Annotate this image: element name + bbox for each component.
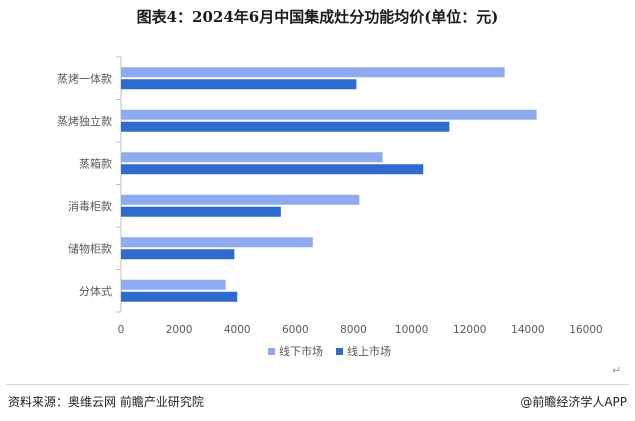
category-label: 分体式 xyxy=(79,284,112,298)
bar-online xyxy=(121,292,237,302)
category-label: 蒸烤独立款 xyxy=(57,114,112,128)
x-tick-label: 14000 xyxy=(511,324,544,336)
source-divider xyxy=(6,384,629,385)
category-label: 蒸烤一体款 xyxy=(57,71,112,85)
x-tick-label: 6000 xyxy=(282,324,309,336)
bar-offline xyxy=(121,67,505,77)
bar-online xyxy=(121,249,234,259)
category-label: 蒸箱款 xyxy=(79,156,112,170)
bar-offline xyxy=(121,237,313,247)
bar-offline xyxy=(121,152,383,162)
category-label: 消毒柜款 xyxy=(68,199,112,213)
bar-online xyxy=(121,207,281,217)
x-tick-label: 10000 xyxy=(395,324,428,336)
x-tick-label: 12000 xyxy=(453,324,486,336)
x-tick-label: 2000 xyxy=(166,324,193,336)
legend-label: 线下市场 xyxy=(279,344,323,358)
bar-offline xyxy=(121,280,226,290)
x-tick-label: 16000 xyxy=(569,324,602,336)
bar-online xyxy=(121,122,449,132)
credit-note: @前瞻经济学人APP xyxy=(520,393,627,410)
bar-offline xyxy=(121,110,537,120)
x-tick-label: 8000 xyxy=(340,324,367,336)
return-mark: ↵ xyxy=(612,364,621,377)
x-tick-label: 4000 xyxy=(224,324,251,336)
legend-label: 线上市场 xyxy=(347,344,391,358)
x-tick-label: 0 xyxy=(118,324,125,336)
legend-swatch xyxy=(268,348,275,355)
bar-online xyxy=(121,79,356,89)
bar-chart: 蒸烤一体款蒸烤独立款蒸箱款消毒柜款储物柜款分体式 0 2000 4000 6000 800… xyxy=(0,0,635,421)
bar-offline xyxy=(121,195,359,205)
source-note: 资料来源：奥维云网 前瞻产业研究院 xyxy=(8,393,204,410)
legend-swatch xyxy=(336,348,343,355)
category-label: 储物柜款 xyxy=(68,241,112,255)
bar-online xyxy=(121,164,423,174)
